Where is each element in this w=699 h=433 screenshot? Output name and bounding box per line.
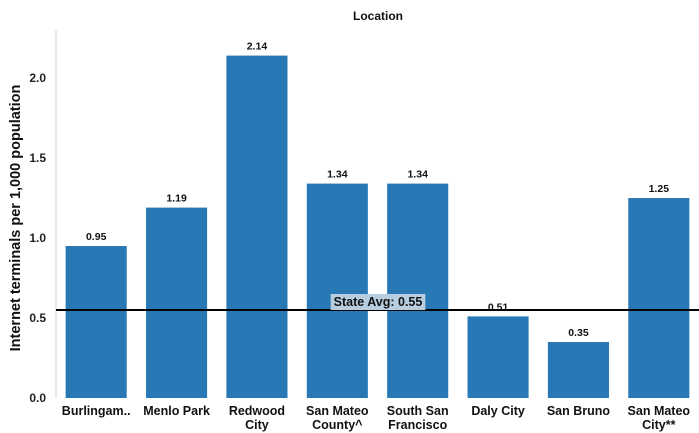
- y-axis-ticks: 0.0 0.5 1.0 1.5 2.0: [29, 71, 46, 405]
- data-label: 2.14: [247, 41, 268, 53]
- y-axis-label: Internet terminals per 1,000 population: [8, 85, 24, 352]
- bar: [547, 342, 609, 398]
- x-tick-label-line: City: [245, 418, 269, 432]
- bar: [146, 207, 208, 398]
- data-label: 1.34: [327, 169, 348, 181]
- x-axis-category-labels: Burlingam.. Menlo Park Redwood City San Mate…: [62, 404, 691, 432]
- x-tick-label: Redwood City: [229, 404, 285, 432]
- data-label: 0.51: [488, 301, 509, 313]
- x-tick-label-line: South San: [387, 404, 449, 418]
- x-tick-label-line: Francisco: [388, 418, 447, 432]
- x-tick-label: San Mateo County^: [306, 404, 369, 432]
- y-tick-label: 2.0: [29, 71, 46, 85]
- data-label: 1.19: [166, 193, 187, 205]
- x-tick-label: South San Francisco: [387, 404, 449, 432]
- y-tick-label: 0.0: [29, 391, 46, 405]
- data-labels: 0.95 1.19 2.14 1.34 1.34 0.51 0.35 1.25: [86, 41, 669, 339]
- y-tick-label: 1.0: [29, 231, 46, 245]
- bar: [387, 183, 449, 398]
- x-tick-label-line: City**: [642, 418, 675, 432]
- x-tick-label-line: Menlo Park: [143, 404, 210, 418]
- x-tick-label-line: Redwood: [229, 404, 285, 418]
- y-tick-label: 0.5: [29, 311, 46, 325]
- x-tick-label: Menlo Park: [143, 404, 210, 418]
- state-average-label: State Avg: 0.55: [334, 295, 423, 309]
- bar: [226, 55, 288, 398]
- bar: [467, 316, 529, 398]
- bar: [65, 246, 127, 398]
- x-tick-label: Daly City: [471, 404, 525, 418]
- chart-title: Location: [353, 9, 403, 23]
- x-tick-label-line: County^: [312, 418, 363, 432]
- x-tick-label: San Mateo City**: [628, 404, 691, 432]
- x-tick-label-line: San Mateo: [306, 404, 369, 418]
- data-label: 1.25: [649, 183, 670, 195]
- bar: [306, 183, 368, 398]
- bars: [65, 55, 690, 398]
- state-average-label-background: [330, 294, 426, 310]
- x-tick-label-line: San Mateo: [628, 404, 691, 418]
- x-tick-label-line: San Bruno: [547, 404, 611, 418]
- x-tick-label-line: Daly City: [471, 404, 525, 418]
- x-tick-label-line: Burlingam..: [62, 404, 131, 418]
- x-tick-label: Burlingam..: [62, 404, 131, 418]
- data-label: 1.34: [407, 169, 428, 181]
- x-tick-label: San Bruno: [547, 404, 611, 418]
- data-label: 0.35: [568, 327, 589, 339]
- bar: [628, 198, 690, 398]
- y-tick-label: 1.5: [29, 151, 46, 165]
- data-label: 0.95: [86, 231, 107, 243]
